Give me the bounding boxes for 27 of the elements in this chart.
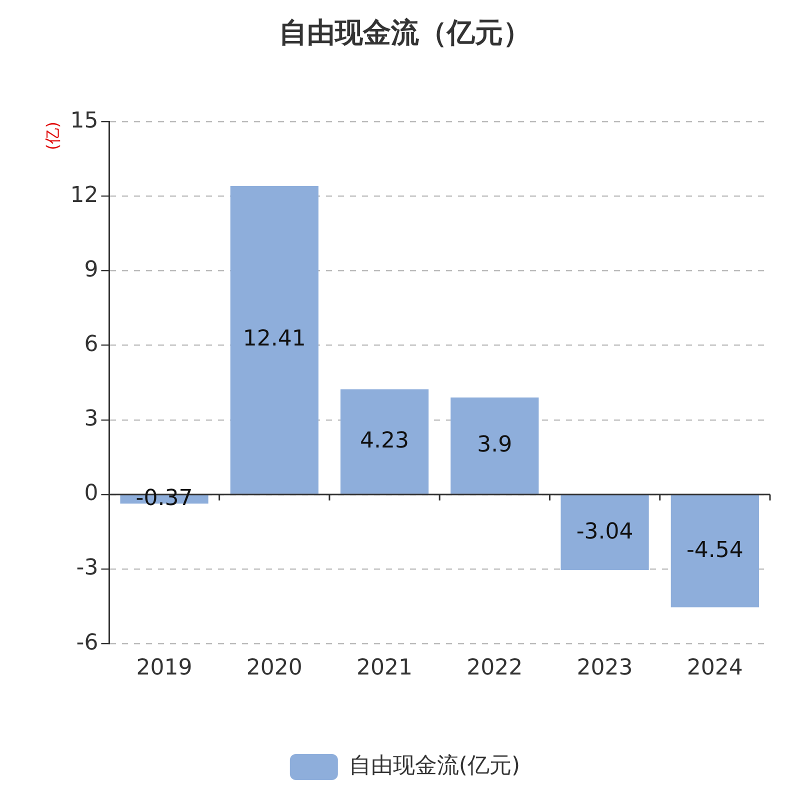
y-tick-label: 6 [84,332,98,358]
data-label: 3.9 [477,432,512,458]
bar [340,389,429,494]
x-tick-label: 2020 [246,656,302,681]
data-label: 12.41 [242,326,306,352]
y-axis-title: (亿) [42,122,62,150]
bar [450,398,539,494]
y-tick-label: 3 [84,406,98,432]
y-tick-label: 0 [84,481,98,506]
bar [230,186,318,494]
data-label: 4.23 [360,428,410,454]
legend-label: 自由现金流(亿元) [348,754,520,779]
bar [670,495,759,608]
x-tick-label: 2024 [686,656,743,681]
y-tick-label: -3 [76,556,98,581]
y-tick-label: 12 [70,182,98,208]
x-tick-label: 2019 [136,656,192,681]
x-tick-label: 2022 [466,656,523,681]
y-tick-label: 15 [70,108,98,134]
bar [560,495,649,570]
x-tick-label: 2021 [356,656,413,681]
chart-title: 自由现金流（亿元） [279,16,531,50]
data-label: -3.04 [576,519,634,544]
x-tick-label: 2023 [576,656,633,681]
data-label: -4.54 [686,538,744,563]
y-tick-label: -6 [76,630,98,656]
y-tick-label: 9 [84,257,98,282]
